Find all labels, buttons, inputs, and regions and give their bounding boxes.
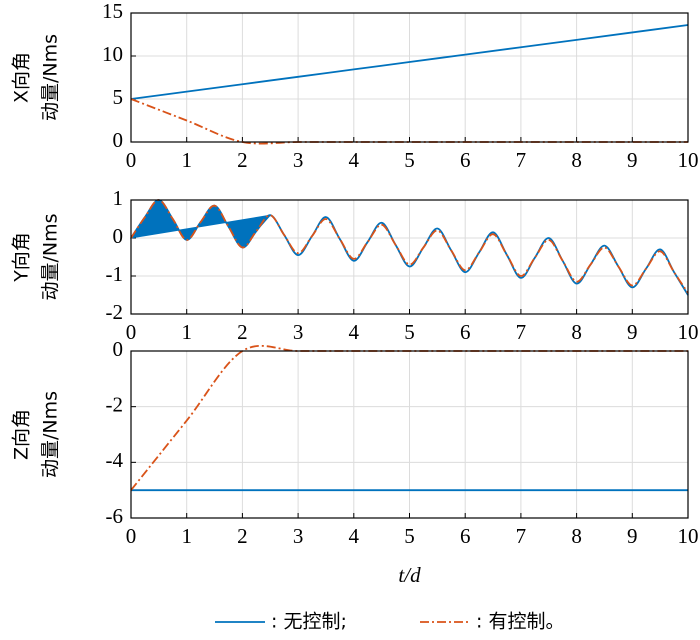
y-tick-label: 5 bbox=[113, 85, 124, 109]
x-tick-label: 1 bbox=[181, 148, 192, 172]
y-tick-label: -1 bbox=[106, 262, 124, 286]
plot-frame bbox=[130, 12, 689, 143]
x-tick-label: 1 bbox=[181, 524, 192, 548]
x-tick-label: 6 bbox=[460, 320, 471, 344]
series-line bbox=[130, 199, 689, 294]
series-line bbox=[130, 98, 688, 145]
x-tick-label: 3 bbox=[293, 524, 304, 548]
x-tick-label: 3 bbox=[293, 148, 304, 172]
x-tick-label: 0 bbox=[126, 148, 137, 172]
x-tick-label: 8 bbox=[571, 148, 582, 172]
y-tick-label: -2 bbox=[106, 300, 124, 324]
x-tick-label: 8 bbox=[571, 524, 582, 548]
legend-label: : 有控制。 bbox=[476, 611, 564, 633]
x-tick-label: 1 bbox=[181, 320, 192, 344]
plot-frame bbox=[130, 350, 689, 519]
y-tick-label: 10 bbox=[102, 42, 123, 66]
y-axis-label: X向角 bbox=[11, 52, 33, 103]
x-tick-label: 6 bbox=[460, 148, 471, 172]
x-tick-label: 7 bbox=[516, 524, 527, 548]
y-tick-label: 0 bbox=[113, 128, 124, 152]
x-tick-label: 10 bbox=[678, 320, 699, 344]
x-tick-label: 4 bbox=[349, 148, 360, 172]
y-tick-label: 0 bbox=[113, 337, 124, 361]
x-tick-label: 7 bbox=[516, 148, 527, 172]
x-tick-label: 10 bbox=[678, 524, 699, 548]
x-tick-label: 2 bbox=[237, 320, 248, 344]
y-tick-label: 15 bbox=[102, 0, 123, 23]
x-tick-label: 9 bbox=[627, 148, 638, 172]
y-axis-label: 动量/Nms bbox=[40, 391, 62, 478]
x-tick-label: 4 bbox=[349, 320, 360, 344]
x-tick-label: 5 bbox=[404, 524, 415, 548]
x-tick-label: 2 bbox=[237, 148, 248, 172]
y-axis-label: 动量/Nms bbox=[40, 34, 62, 121]
y-tick-label: -4 bbox=[106, 448, 124, 472]
x-tick-label: 8 bbox=[571, 320, 582, 344]
x-tick-label: 0 bbox=[126, 524, 137, 548]
x-tick-label: 9 bbox=[627, 320, 638, 344]
x-axis-label: t/d bbox=[398, 563, 421, 587]
y-tick-label: 0 bbox=[113, 224, 124, 248]
x-tick-label: 9 bbox=[627, 524, 638, 548]
legend-label: : 无控制; bbox=[271, 611, 347, 633]
x-tick-label: 3 bbox=[293, 320, 304, 344]
x-tick-label: 5 bbox=[404, 148, 415, 172]
x-tick-label: 6 bbox=[460, 524, 471, 548]
y-axis-label: 动量/Nms bbox=[40, 213, 62, 300]
x-tick-label: 10 bbox=[678, 148, 699, 172]
y-axis-label: Z向角 bbox=[11, 409, 33, 460]
x-tick-label: 2 bbox=[237, 524, 248, 548]
plot-frame bbox=[130, 199, 689, 315]
x-tick-label: 7 bbox=[516, 320, 527, 344]
y-tick-label: 1 bbox=[113, 186, 124, 210]
x-tick-label: 4 bbox=[349, 524, 360, 548]
y-axis-label: Y向角 bbox=[11, 232, 33, 283]
x-tick-label: 0 bbox=[126, 320, 137, 344]
y-tick-label: -2 bbox=[106, 392, 124, 416]
x-tick-label: 5 bbox=[404, 320, 415, 344]
y-tick-label: -6 bbox=[106, 504, 124, 528]
series-line bbox=[130, 24, 689, 100]
